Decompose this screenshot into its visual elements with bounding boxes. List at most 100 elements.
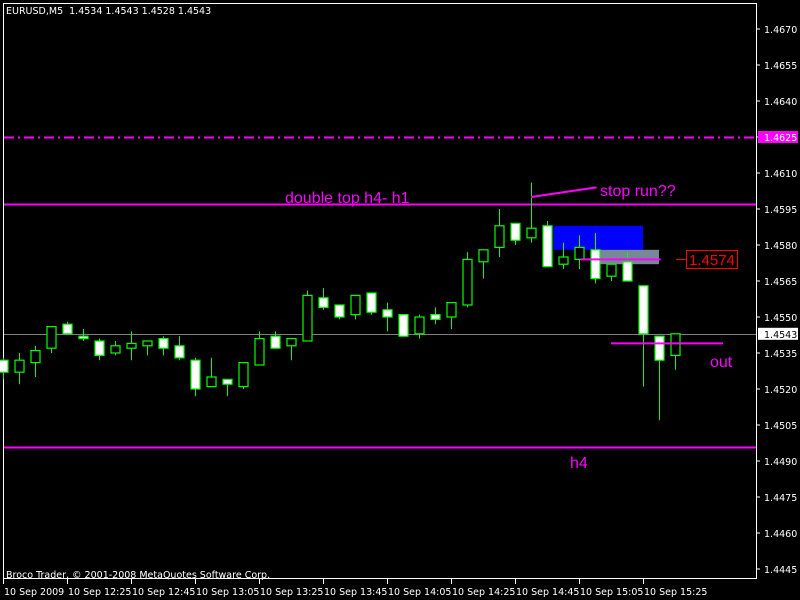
candle (206, 357, 217, 388)
y-tick-label: 1.4640 (764, 97, 797, 108)
candle-body-bear (222, 378, 233, 385)
candle (478, 249, 489, 279)
y-tick-label: 1.4565 (764, 277, 797, 288)
candle (414, 314, 425, 339)
x-tick-label: 10 Sep 14:05 (388, 587, 451, 598)
candle (46, 326, 57, 353)
candle-body-bear (270, 335, 281, 349)
candle (110, 341, 121, 356)
candle (270, 331, 281, 349)
candle-body-bear (174, 345, 185, 359)
y-tick-label: 1.4655 (764, 61, 797, 72)
candle-body-bear (590, 249, 601, 280)
annotation-double-top: double top h4- h1 (285, 190, 410, 207)
x-tick-label: 10 Sep 15:25 (644, 587, 707, 598)
y-tick-label: 1.4490 (764, 457, 797, 468)
candle (158, 336, 169, 356)
candle (494, 209, 505, 257)
y-tick-label: 1.4475 (764, 493, 797, 504)
chart-header: EURUSD,M5 1.4534 1.4543 1.4528 1.4543 (6, 6, 211, 17)
candle (366, 292, 377, 315)
y-highlight-bg (758, 327, 798, 340)
candle-body-bull (462, 258, 473, 306)
ohlc-readout: 1.4534 1.4543 1.4528 1.4543 (69, 6, 211, 17)
candle-body-bear (542, 225, 553, 268)
x-tick-label: 10 Sep 14:45 (516, 587, 579, 598)
candle-body-bear (62, 323, 73, 335)
candle-body-bull (574, 246, 585, 260)
candle-body-bull (30, 350, 41, 364)
x-tick-label: 10 Sep 13:05 (196, 587, 259, 598)
candle-body-bear (94, 340, 105, 356)
candle (62, 321, 73, 335)
candle (190, 357, 201, 397)
x-tick-label: 10 Sep 12:45 (132, 587, 195, 598)
candle-body-bull (14, 359, 25, 373)
candle-body-bull (206, 376, 217, 388)
candle (142, 340, 153, 356)
candle (430, 307, 441, 325)
candle-body-bear (382, 309, 393, 318)
candle-body-bull (670, 333, 681, 356)
candle-body-bull (478, 249, 489, 263)
candle-body-bull (350, 294, 361, 316)
y-tick-label: 1.4535 (764, 349, 797, 360)
y-highlight-label: 1.4543 (764, 330, 797, 341)
candle (526, 182, 537, 243)
candle (94, 338, 105, 361)
y-tick-label: 1.4610 (764, 169, 797, 180)
y-tick-label: 1.4580 (764, 241, 797, 252)
candle (30, 345, 41, 377)
candle (334, 304, 345, 320)
candle-body-bull (558, 256, 569, 265)
y-tick-label: 1.4670 (764, 25, 797, 36)
annotation-out: out (710, 354, 733, 371)
candle-body-bull (414, 316, 425, 335)
x-tick-label: 10 Sep 2009 (4, 587, 64, 598)
candle-body-bear (638, 285, 649, 335)
candle-body-bull (494, 225, 505, 249)
candle-body-bear (334, 304, 345, 318)
candle (254, 331, 265, 366)
candle (670, 333, 681, 370)
candle (654, 335, 665, 421)
candle-body-bull (142, 340, 153, 347)
x-tick-label: 10 Sep 13:45 (324, 587, 387, 598)
candle (638, 285, 649, 387)
candle-body-bear (654, 335, 665, 361)
x-tick-label: 10 Sep 14:25 (452, 587, 515, 598)
candle-body-bear (430, 314, 441, 321)
price-label-box (686, 250, 738, 269)
price-label-text: 1.4574 (689, 252, 735, 269)
candle (350, 294, 361, 320)
candle (574, 235, 585, 269)
x-tick-label: 10 Sep 13:25 (260, 587, 323, 598)
candle-body-bear (318, 297, 329, 308)
candle-body-bull (446, 302, 457, 318)
candle (14, 353, 25, 385)
candle (318, 288, 329, 310)
symbol-label: EURUSD,M5 (6, 6, 63, 17)
candle-body-bear (0, 359, 9, 373)
candle-body-bull (286, 338, 297, 347)
x-tick-label: 10 Sep 15:05 (580, 587, 643, 598)
candle (126, 331, 137, 361)
candle-body-bull (606, 263, 617, 277)
grey-zone (599, 249, 659, 265)
y-highlight-label: 1.4625 (764, 133, 797, 144)
y-tick-label: 1.4595 (764, 205, 797, 216)
candle (78, 329, 89, 341)
candle (622, 252, 633, 282)
annotation-h4: h4 (570, 455, 588, 472)
candle-body-bear (398, 314, 409, 337)
candle-body-bear (622, 261, 633, 282)
candle (302, 290, 313, 342)
candle (510, 222, 521, 245)
candle-body-bear (78, 335, 89, 340)
candle-body-bear (510, 222, 521, 241)
candle (398, 314, 409, 337)
candle-body-bull (302, 294, 313, 342)
y-tick-label: 1.4520 (764, 385, 797, 396)
candle (446, 302, 457, 329)
